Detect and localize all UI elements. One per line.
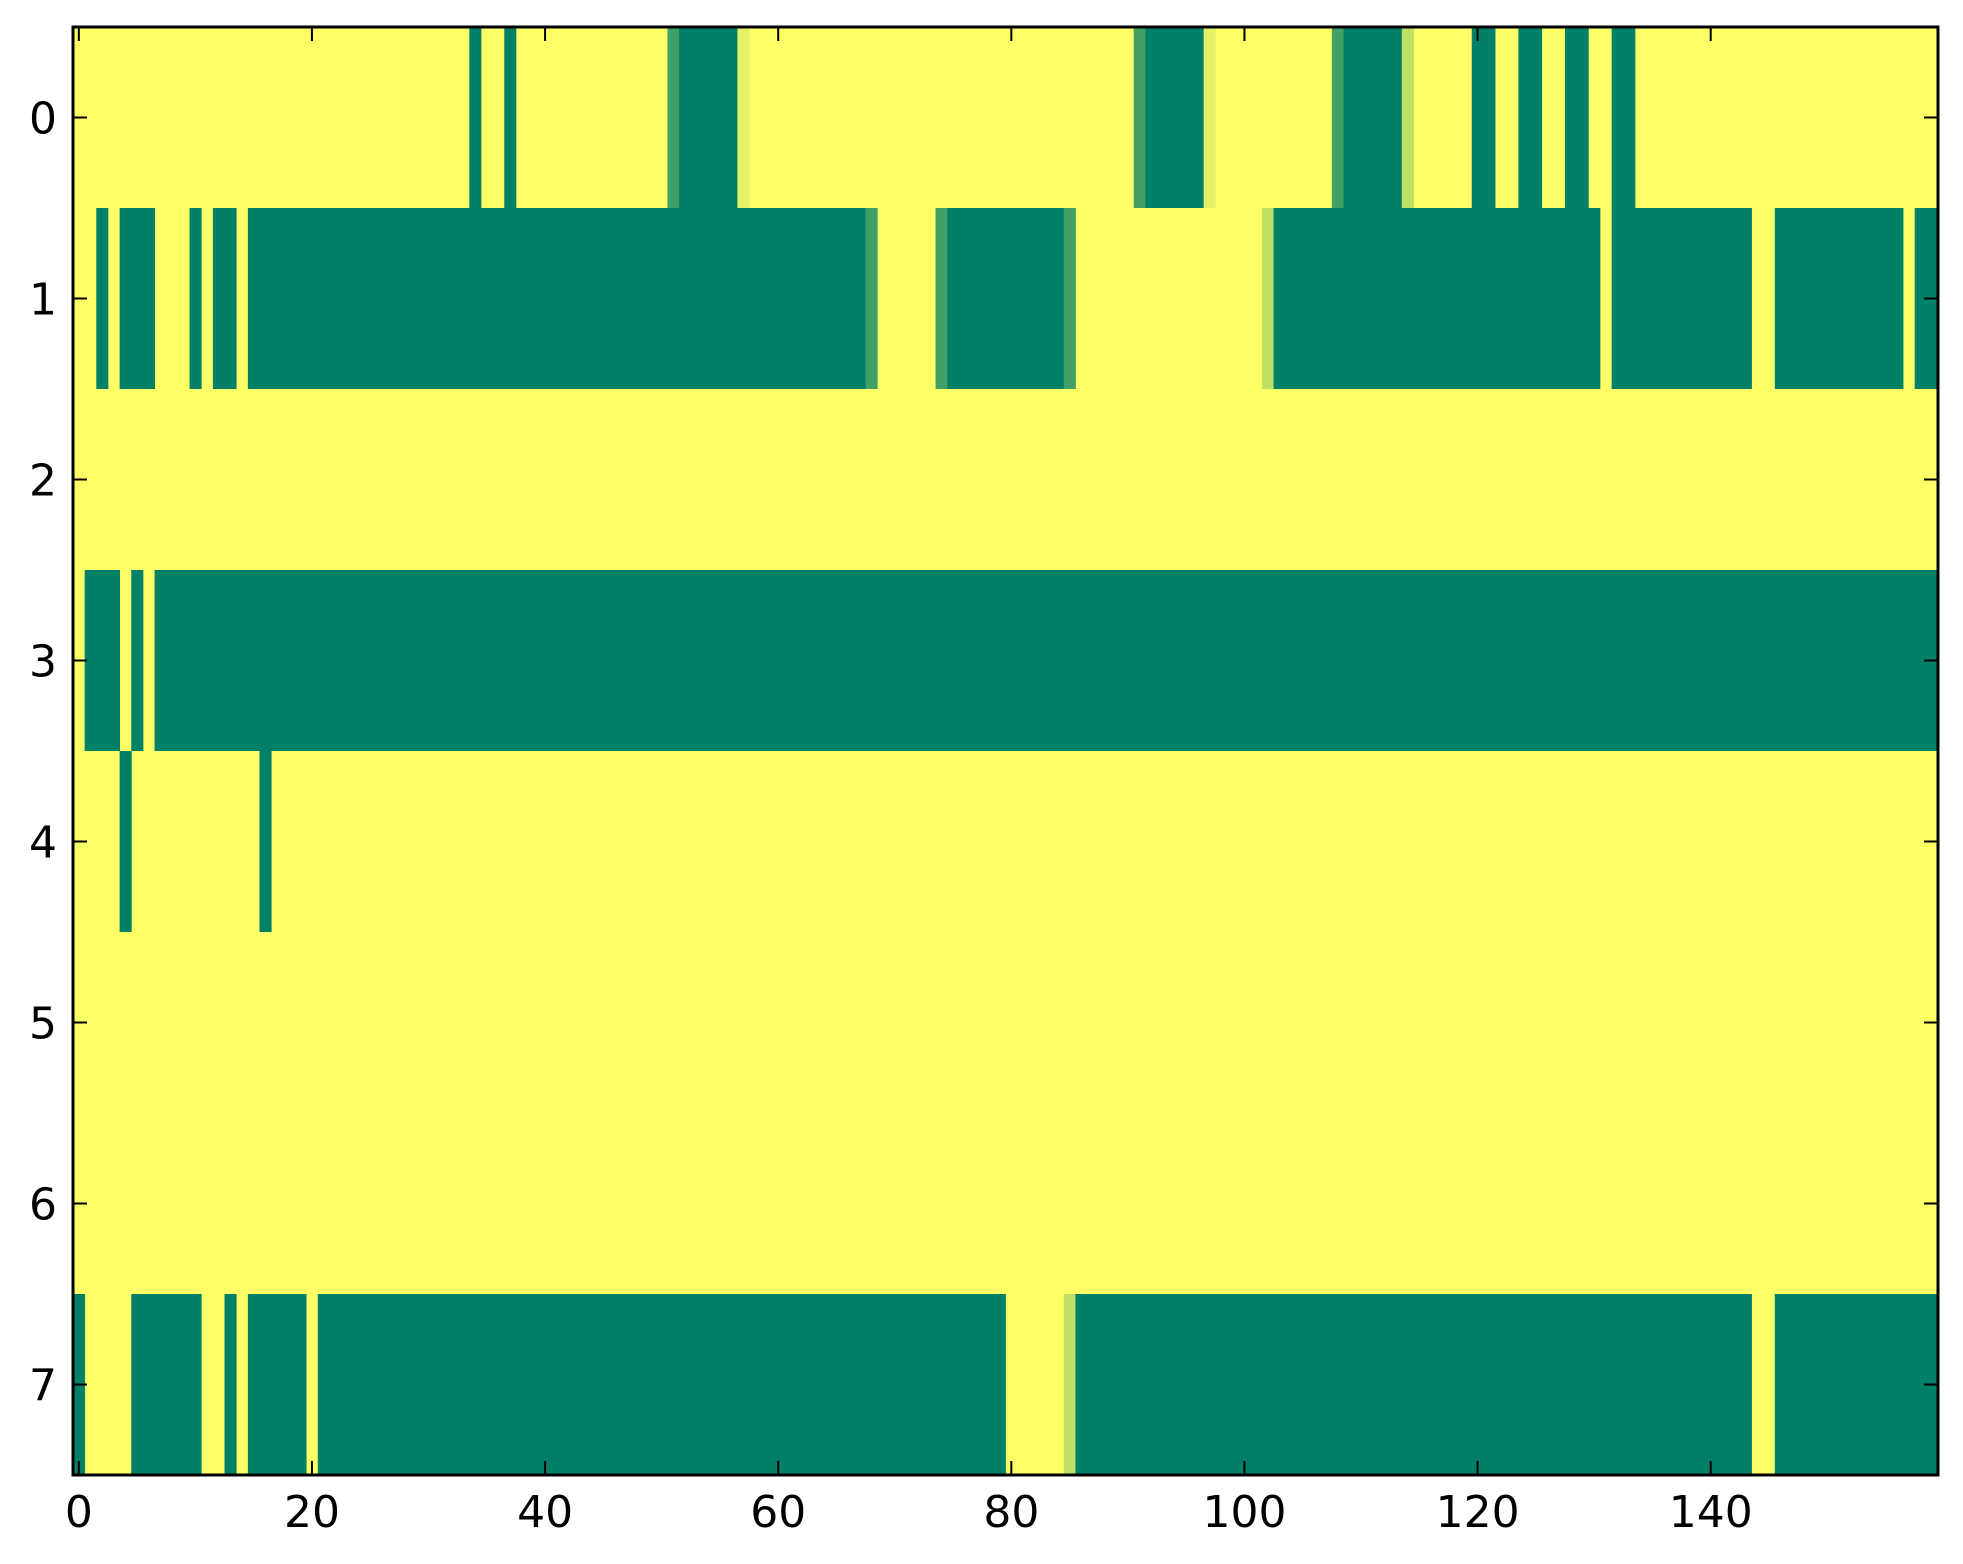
tick-labels: 0 20 40 60 80 100 120 140 0 1 2 3 4 5 6 7	[29, 94, 1753, 1539]
heatmap-cell-row-0	[1343, 27, 1403, 208]
heatmap-cell-row-0	[1518, 27, 1543, 208]
plot-area	[73, 27, 1939, 1475]
heatmap-cell-row-3	[131, 570, 144, 751]
y-tick-label: 3	[29, 637, 57, 688]
x-tick-label: 80	[983, 1487, 1039, 1538]
heatmap-cell-row-7	[1774, 1294, 1939, 1475]
heatmap-cell-row-1	[1611, 208, 1752, 389]
x-tick-label: 60	[750, 1487, 806, 1538]
heatmap-cell-row-1	[935, 208, 948, 389]
heatmap-cell-row-7	[317, 1294, 1006, 1475]
heatmap-cell-row-0	[1133, 27, 1146, 208]
heatmap-cell-row-0	[469, 27, 482, 208]
heatmap-cell-row-1	[1261, 208, 1274, 389]
heatmap-cell-row-3	[154, 570, 1939, 751]
heatmap-cell-row-0	[504, 27, 517, 208]
heatmap-cell-row-0	[1203, 27, 1216, 208]
heatmap-cell-row-7	[247, 1294, 307, 1475]
y-tick-label: 1	[29, 275, 57, 326]
heatmap-cell-row-1	[1063, 208, 1076, 389]
heatmap-cell-row-1	[212, 208, 237, 389]
heatmap-cell-row-1	[189, 208, 202, 389]
axis-ticks	[73, 27, 1938, 1475]
heatmap-cell-row-0	[679, 27, 738, 208]
heatmap-cell-row-4	[259, 751, 272, 932]
axes-frame	[71, 25, 1940, 1477]
heatmap-cell-row-7	[224, 1294, 237, 1475]
x-tick-label: 0	[65, 1487, 93, 1538]
heatmap-cell-row-0	[737, 27, 750, 208]
heatmap-cell-row-0	[667, 27, 680, 208]
heatmap-cell-row-3	[84, 570, 121, 751]
heatmap-cell-row-0	[1471, 27, 1496, 208]
heatmap-cell-row-1	[119, 208, 155, 389]
heatmap-cell-row-0	[1611, 27, 1636, 208]
y-tick-label: 5	[29, 999, 57, 1050]
heatmap-cell-row-4	[119, 751, 132, 932]
heatmap-cell-row-1	[1273, 208, 1601, 389]
heatmap-cell-row-0	[1145, 27, 1205, 208]
y-tick-label: 0	[29, 94, 57, 145]
y-tick-label: 4	[29, 818, 57, 869]
heatmap-cell-row-1	[96, 208, 109, 389]
heatmap-cell-row-0	[1565, 27, 1589, 208]
x-tick-label: 120	[1436, 1487, 1520, 1538]
x-tick-label: 20	[284, 1487, 340, 1538]
heatmap-cell-row-1	[865, 208, 878, 389]
heatmap-cell-row-0	[1401, 27, 1414, 208]
y-tick-label: 6	[29, 1180, 57, 1231]
x-tick-label: 40	[517, 1487, 573, 1538]
heatmap-cell-row-1	[247, 208, 867, 389]
heatmap-cell-row-7	[1075, 1294, 1752, 1475]
y-tick-label: 7	[29, 1361, 57, 1412]
heatmap-cell-row-7	[1063, 1294, 1076, 1475]
heatmap-cell-row-1	[947, 208, 1065, 389]
heatmap-cell-row-0	[1331, 27, 1344, 208]
x-tick-label: 140	[1669, 1487, 1753, 1538]
heatmap-cell-row-1	[1774, 208, 1904, 389]
x-tick-label: 100	[1202, 1487, 1286, 1538]
y-tick-label: 2	[29, 456, 57, 507]
heatmap-cell-row-7	[131, 1294, 202, 1475]
